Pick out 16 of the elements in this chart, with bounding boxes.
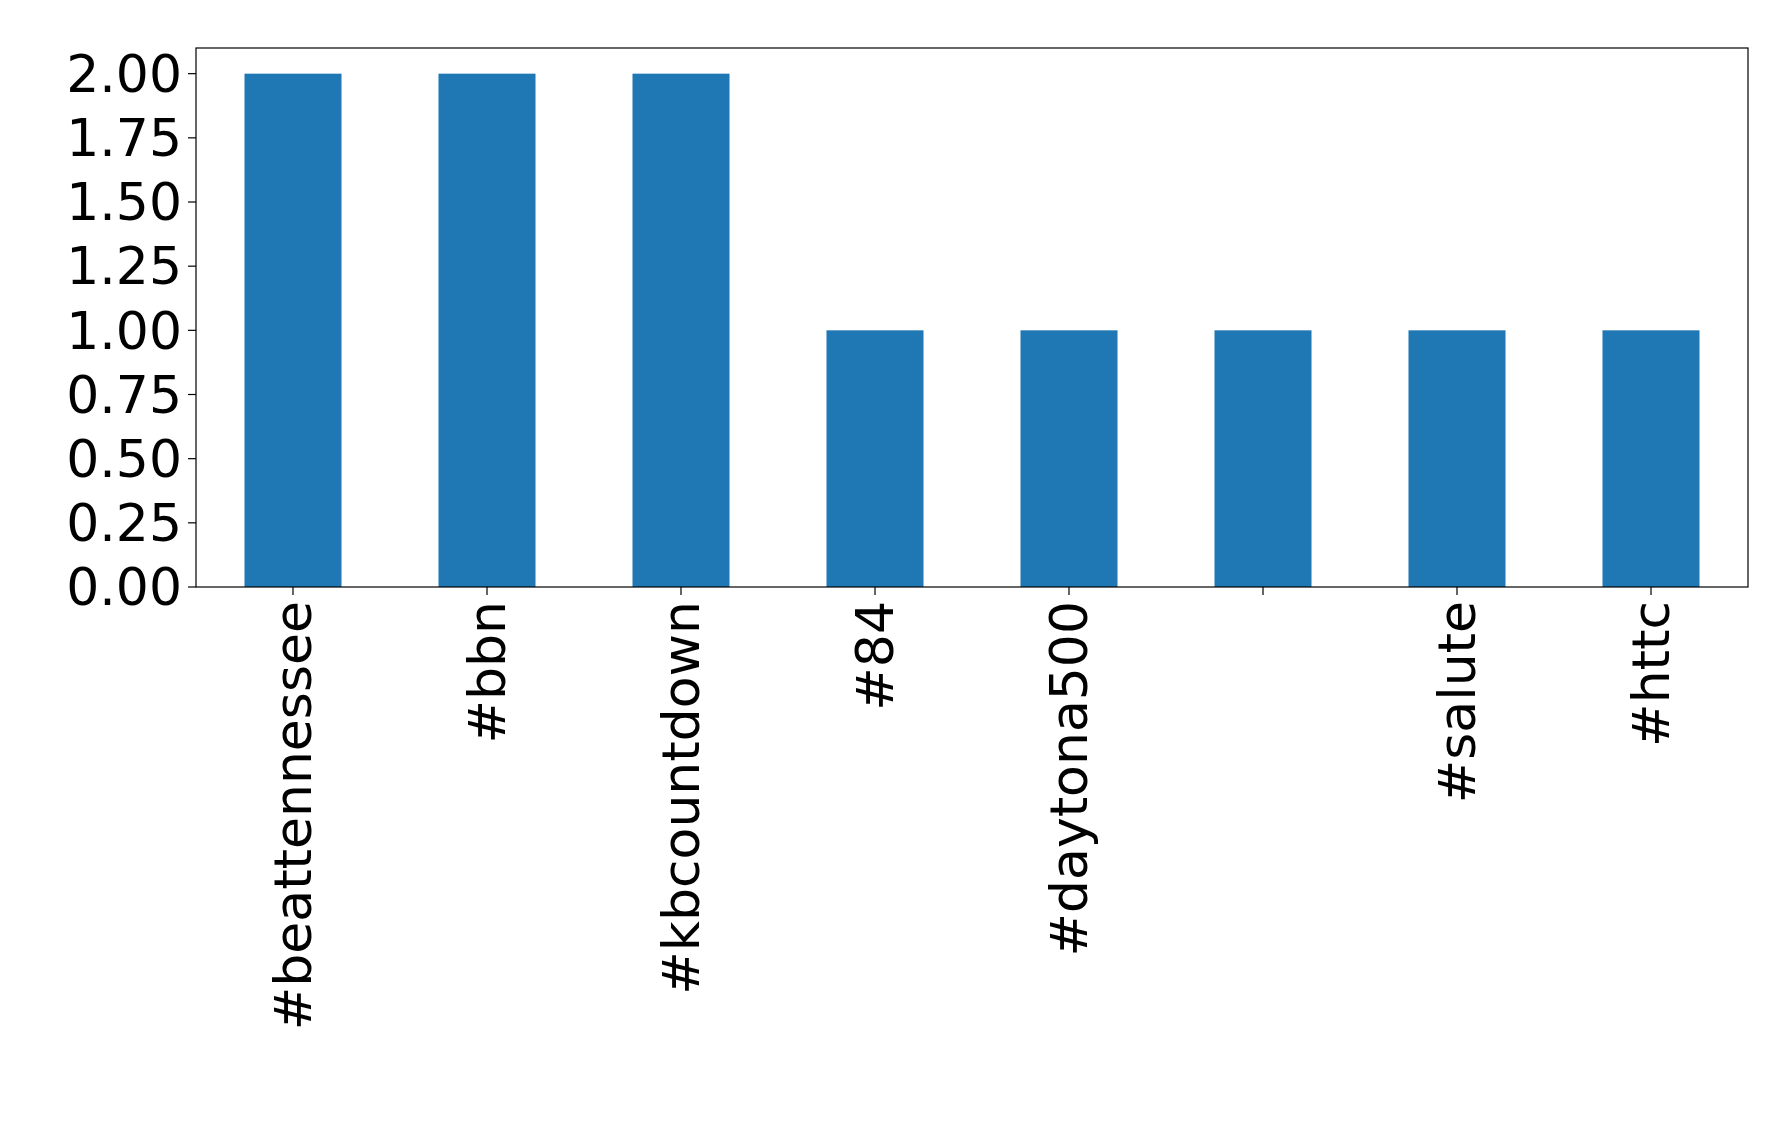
y-tick-label: 2.00 <box>66 43 182 104</box>
y-tick-label: 0.75 <box>66 364 182 425</box>
y-tick-label: 1.50 <box>66 172 182 233</box>
x-tick-label: #salute <box>1427 601 1488 804</box>
x-tick-label: #bbn <box>457 601 518 744</box>
x-tick-label: #daytona500 <box>1039 601 1100 957</box>
x-tick-label: #beattennessee <box>263 601 324 1031</box>
y-tick-label: 0.50 <box>66 428 182 489</box>
x-tick-label: #84 <box>845 601 906 711</box>
y-tick-label: 1.25 <box>66 236 182 297</box>
x-tick-label: #httc <box>1621 601 1682 747</box>
y-tick-label: 0.25 <box>66 493 182 554</box>
y-tick-label: 1.00 <box>66 300 182 361</box>
x-tick-label: #kbcountdown <box>651 601 712 995</box>
y-tick-label: 1.75 <box>66 108 182 169</box>
y-tick-label: 0.00 <box>66 557 182 618</box>
